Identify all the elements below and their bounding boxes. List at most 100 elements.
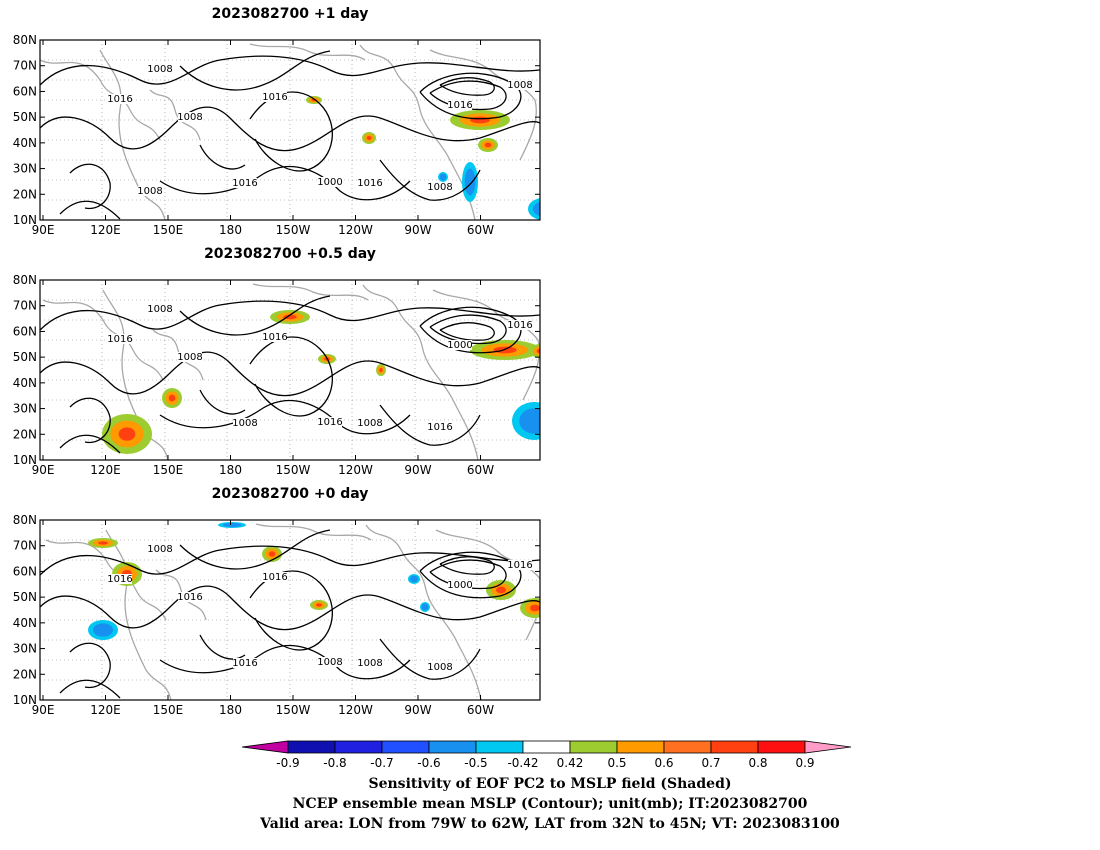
colorbar-segment [710,740,759,754]
isobar-label-bg [108,334,132,344]
coastline [252,283,369,301]
lat-tick-label: 50N [13,110,37,124]
isobar-label-bg [108,574,132,584]
lat-tick-label: 50N [13,350,37,364]
isobar-contour [69,397,111,444]
coastline [359,44,476,220]
colorbar-tick-label: 0.8 [748,756,767,770]
lon-tick-label: 90E [32,463,55,477]
lat-tick-label: 30N [13,402,37,416]
positive-sensitivity-peak [366,136,372,140]
isobar-contour [40,300,540,331]
coastline [362,284,479,460]
negative-sensitivity-core [93,623,113,637]
positive-sensitivity-peak [470,116,490,124]
isobar-label-bg [428,182,452,192]
positive-sensitivity-peak [530,604,540,612]
lat-tick-label: 20N [13,187,37,201]
lon-tick-label: 120E [90,703,121,717]
lon-tick-label: 120W [338,703,373,717]
colorbar-tick-label: -0.7 [370,756,393,770]
isobar-label-bg [358,178,382,188]
isobar-label-bg [508,560,532,570]
isobar-label: 1000 [447,580,472,591]
lat-tick-label: 40N [13,376,37,390]
isobar-label-bg [318,417,342,427]
colorbar: -0.9 -0.8 -0.7 -0.6 -0.5 -0.42 0.42 0.5 0.6 0.7 0.… [241,740,852,770]
positive-sensitivity-area [540,136,558,150]
lat-tick-label: 60N [13,84,37,98]
panel-2-title: 2023082700 +0.5 day [204,246,376,262]
colorbar-tick-label: 0.7 [701,756,720,770]
colorbar-segment [663,740,712,754]
lat-tick-label: 80N [13,33,37,47]
isobar-label: 1016 [262,572,287,583]
negative-sensitivity-core [533,202,540,216]
isobar-label: 1016 [317,417,342,428]
isobar-label: 1008 [357,658,382,669]
positive-sensitivity-peak [268,551,276,557]
isobar-label-bg [148,304,172,314]
colorbar-segment [287,740,336,754]
lat-tick-label: 10N [13,213,37,227]
isobar-label: 1016 [262,332,287,343]
isobar-label: 1016 [262,92,287,103]
lat-tick-label: 80N [13,273,37,287]
lon-tick-label: 60W [467,223,494,237]
isobar-label: 1008 [147,544,172,555]
coastline [152,329,204,381]
isobar-label-bg [358,658,382,668]
isobar-label: 1008 [147,64,172,75]
lon-tick-label: 150E [153,463,184,477]
isobar-label-bg [178,592,202,602]
isobar-label-bg [233,658,257,668]
isobar-label: 1008 [427,182,452,193]
lat-tick-label: 70N [13,59,37,73]
isobar-contour [159,644,411,680]
positive-sensitivity-peak [536,348,540,354]
isobar-label: 1016 [427,422,452,433]
isobar-label: 1008 [317,657,342,668]
lat-tick-label: 20N [13,427,37,441]
isobar-label-bg [148,544,172,554]
isobar-contour [199,389,246,415]
caption-line-2: NCEP ensemble mean MSLP (Contour); unit(… [292,796,808,812]
lat-tick-label: 60N [13,324,37,338]
isobar-label: 1008 [427,662,452,673]
lat-tick-label: 70N [13,539,37,553]
isobar-contour [59,679,121,699]
lon-tick-label: 180 [219,223,242,237]
plot-frame [39,279,541,461]
lon-tick-label: 120E [90,463,121,477]
coastline [365,524,482,700]
isobar-label: 1016 [232,658,257,669]
isobar-label: 1008 [232,418,257,429]
lat-tick-label: 60N [13,564,37,578]
lon-tick-label: 150E [153,223,184,237]
isobar-label-bg [148,64,172,74]
coastline [155,569,207,621]
isobar-contour [40,55,540,86]
isobar-label: 1008 [147,304,172,315]
isobar-label: 1016 [507,320,532,331]
isobar-label-bg [178,112,202,122]
isobar-contour [379,638,481,680]
isobar-contour [199,634,246,660]
colorbar-segment [334,740,383,754]
colorbar-tick-label: -0.6 [417,756,440,770]
lat-tick-label: 80N [13,513,37,527]
positive-sensitivity-peak [283,314,297,320]
map-panel-1: 1008 1016 1008 1016 1000 1016 1008 1008 1016 1016… [13,33,558,237]
isobar-label: 1016 [447,100,472,111]
positive-sensitivity-peak [316,603,322,607]
isobar-label-bg [508,320,532,330]
isobar-label-bg [448,100,472,110]
map-panel-2: 1008 1016 1008 1016 1016 1000 1016 1016 1008 1008… [13,273,541,477]
negative-sensitivity-core [464,168,476,196]
isobar-contour [439,322,495,341]
lat-tick-label: 30N [13,162,37,176]
lon-tick-label: 90W [404,463,431,477]
coastline [249,43,366,61]
lon-tick-label: 180 [219,703,242,717]
negative-sensitivity-core [439,173,447,181]
